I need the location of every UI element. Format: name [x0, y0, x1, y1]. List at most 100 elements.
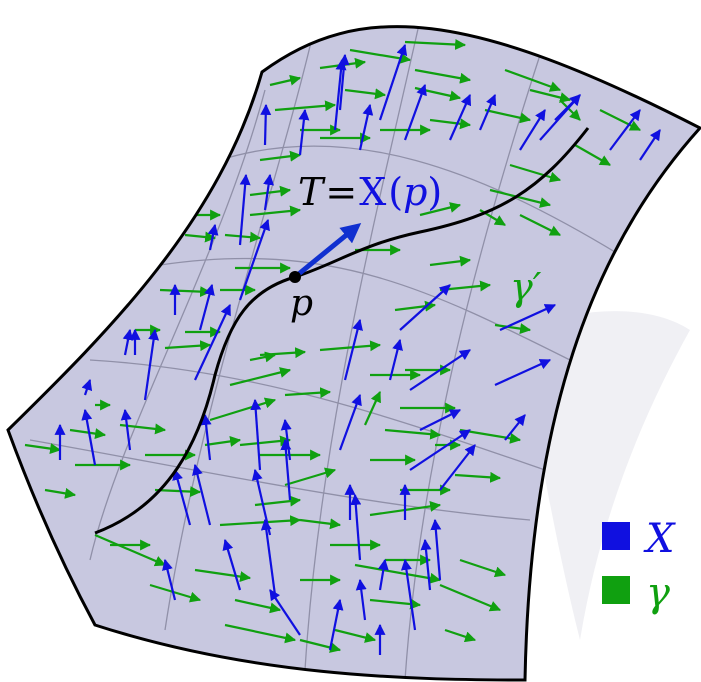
field-y-arrow: [249, 185, 292, 197]
field-y-arrow: [259, 150, 302, 162]
field-x-arrow: [192, 463, 212, 526]
field-x-arrow: [81, 408, 97, 466]
field-x-arrow: [222, 538, 242, 591]
field-y-arrow: [154, 486, 202, 498]
field-y-arrow: [354, 563, 442, 584]
field-y-arrow: [224, 623, 297, 644]
point-label: p: [290, 283, 313, 324]
field-y-arrow: [44, 487, 77, 499]
field-x-arrow: [338, 393, 362, 451]
field-x-arrow: [328, 598, 344, 651]
field-x-arrow: [399, 284, 451, 331]
field-y-arrow: [489, 188, 552, 208]
field-x-arrow: [494, 358, 552, 387]
field-y-arrow: [519, 214, 561, 236]
field-x-arrow: [378, 43, 408, 121]
field-y-arrow: [509, 163, 562, 183]
field-y-arrow: [414, 68, 472, 84]
field-x-arrow: [260, 518, 277, 596]
field-y-arrow: [419, 202, 462, 217]
field-x-arrow: [333, 58, 347, 131]
field-x-arrow: [430, 518, 442, 581]
field-x-arrow: [554, 94, 581, 121]
field-x-arrow: [238, 218, 270, 301]
field-y-arrow: [219, 515, 302, 527]
field-x-arrow: [143, 328, 160, 401]
field-x-arrow: [162, 558, 177, 601]
field-y-arrow: [204, 435, 242, 447]
field-x-arrow: [388, 338, 403, 381]
field-x-arrow: [260, 103, 272, 146]
legend-swatch-y: [602, 576, 630, 604]
field-y-arrow: [574, 144, 611, 166]
tangent-vector: [293, 222, 362, 279]
field-y-arrow: [284, 387, 332, 399]
point-p: [289, 271, 301, 283]
field-y-arrow: [429, 118, 472, 130]
field-y-arrow: [429, 255, 472, 267]
field-y-arrow: [599, 109, 641, 131]
field-x-arrow: [81, 378, 93, 396]
field-x-arrow: [198, 283, 215, 331]
field-x-arrow: [298, 108, 310, 156]
surface-grid: [29, 26, 621, 681]
curve-label: γ′: [510, 265, 542, 309]
field-x-arrow: [400, 558, 417, 631]
field-y-arrow: [299, 638, 342, 653]
field-x-arrow: [350, 493, 362, 561]
field-x-arrow: [343, 318, 363, 381]
field-y-arrow: [494, 323, 532, 335]
field-x-arrow: [504, 414, 526, 441]
field-x-arrow: [358, 103, 374, 151]
field-y-arrow: [249, 205, 302, 217]
field-y-arrow: [459, 558, 507, 578]
field-x-arrow: [409, 349, 471, 391]
field-y-arrow: [484, 108, 532, 124]
legend-label-y: γ: [646, 570, 670, 616]
field-y-arrow: [24, 443, 62, 455]
field-x-arrow: [207, 223, 219, 251]
legend-swatch-x: [602, 522, 630, 550]
field-y-arrow: [284, 467, 337, 487]
field-y-arrow: [159, 286, 212, 298]
field-y-arrow: [149, 583, 202, 603]
field-x-arrow: [172, 468, 192, 526]
field-x-arrow: [409, 429, 471, 471]
tangent-label: T=X(p): [298, 170, 442, 214]
field-y-arrow: [299, 518, 342, 530]
field-x-arrow: [609, 109, 641, 151]
field-y-arrow: [69, 428, 107, 440]
vector-field-arrows: [24, 39, 661, 655]
field-y-arrow: [94, 533, 167, 567]
field-x-arrow: [280, 438, 292, 501]
field-x-arrow: [355, 578, 367, 621]
field-y-arrow: [444, 628, 477, 643]
field-x-arrow: [194, 304, 231, 381]
field-y-arrow: [454, 471, 502, 483]
field-y-arrow: [559, 99, 581, 121]
field-y-arrow: [529, 88, 572, 103]
field-x-arrow: [419, 409, 461, 431]
field-y-arrow: [384, 428, 442, 440]
field-x-arrow: [122, 328, 134, 356]
field-y-arrow: [269, 74, 302, 87]
field-y-arrow: [164, 340, 212, 352]
field-y-arrow: [344, 88, 387, 100]
field-x-arrow: [439, 444, 476, 491]
field-y-arrow: [504, 68, 562, 92]
field-y-arrow: [363, 390, 382, 426]
field-y-arrow: [234, 598, 282, 614]
field-y-arrow: [249, 351, 277, 363]
surface-outline: [6, 25, 701, 682]
field-y-arrow: [319, 340, 382, 352]
field-x-arrow: [448, 93, 472, 141]
field-y-arrow: [209, 397, 277, 422]
field-y-arrow: [229, 367, 292, 387]
field-x-arrow: [420, 538, 432, 591]
field-x-arrow: [269, 589, 301, 636]
field-y-arrow: [404, 39, 467, 50]
field-y-arrow: [274, 100, 337, 112]
legend-label-x: X: [643, 516, 676, 562]
field-y-arrow: [224, 231, 262, 243]
